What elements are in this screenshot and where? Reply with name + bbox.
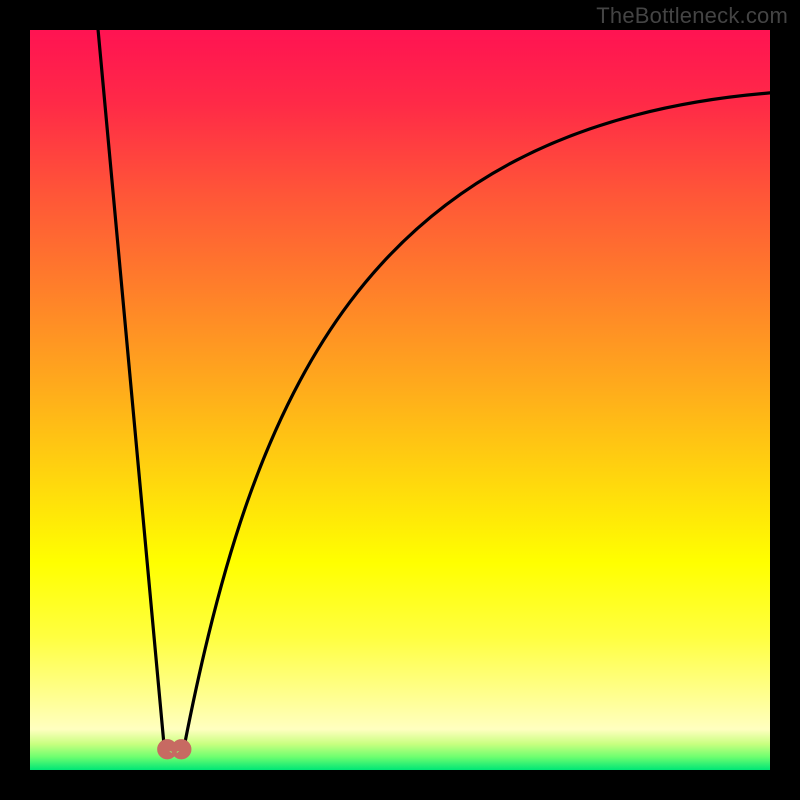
- chart-svg: [0, 0, 800, 800]
- watermark-text: TheBottleneck.com: [596, 3, 788, 29]
- bottleneck-chart: TheBottleneck.com: [0, 0, 800, 800]
- optimal-marker: [158, 740, 191, 759]
- plot-background-gradient: [30, 30, 770, 770]
